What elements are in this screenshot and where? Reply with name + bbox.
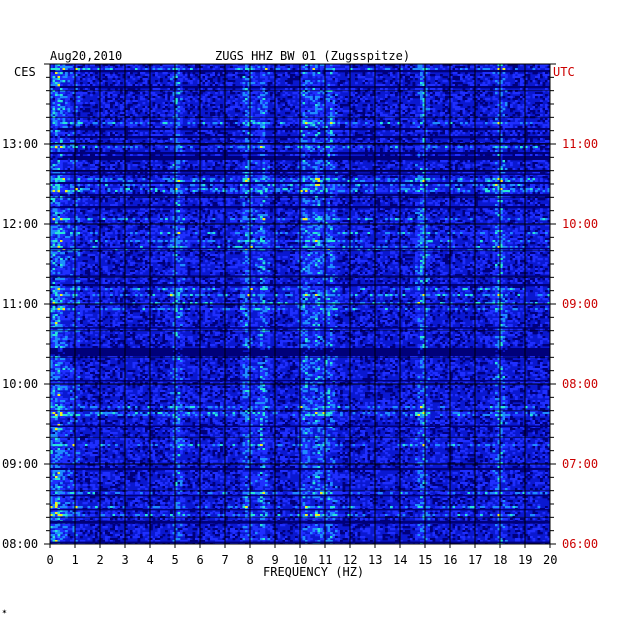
- x-tick-label: 6: [197, 554, 204, 566]
- x-tick-label: 4: [147, 554, 154, 566]
- left-time-tick-label: 08:00: [2, 538, 38, 550]
- x-tick-label: 3: [122, 554, 129, 566]
- right-time-tick-label: 10:00: [562, 218, 598, 230]
- x-tick-label: 10: [293, 554, 307, 566]
- x-tick-label: 11: [318, 554, 332, 566]
- left-time-tick-label: 12:00: [2, 218, 38, 230]
- left-time-tick-label: 11:00: [2, 298, 38, 310]
- right-timezone-label: UTC: [553, 66, 575, 78]
- right-time-tick-label: 11:00: [562, 138, 598, 150]
- x-tick-label: 7: [222, 554, 229, 566]
- x-tick-label: 14: [393, 554, 407, 566]
- left-timezone-label: CES: [14, 66, 36, 78]
- chart-title: ZUGS HHZ BW 01 (Zugsspitze): [215, 50, 410, 62]
- x-tick-label: 18: [493, 554, 507, 566]
- right-time-tick-label: 07:00: [562, 458, 598, 470]
- x-tick-label: 1: [72, 554, 79, 566]
- date-label: Aug20,2010: [50, 50, 122, 62]
- left-time-tick-label: 13:00: [2, 138, 38, 150]
- x-tick-label: 15: [418, 554, 432, 566]
- right-time-tick-label: 06:00: [562, 538, 598, 550]
- x-tick-label: 20: [543, 554, 557, 566]
- x-tick-label: 8: [247, 554, 254, 566]
- right-time-tick-label: 09:00: [562, 298, 598, 310]
- x-tick-label: 16: [443, 554, 457, 566]
- x-tick-label: 5: [172, 554, 179, 566]
- x-tick-label: 12: [343, 554, 357, 566]
- x-tick-label: 0: [47, 554, 54, 566]
- x-tick-label: 17: [468, 554, 482, 566]
- left-time-tick-label: 09:00: [2, 458, 38, 470]
- footer-mark: ✶: [2, 606, 7, 618]
- spectrogram-cells: [50, 64, 551, 545]
- x-tick-label: 13: [368, 554, 382, 566]
- right-time-tick-label: 08:00: [562, 378, 598, 390]
- plot-frame: [49, 63, 551, 545]
- x-axis-label: FREQUENCY (HZ): [263, 566, 364, 578]
- left-time-tick-label: 10:00: [2, 378, 38, 390]
- x-tick-label: 19: [518, 554, 532, 566]
- x-tick-label: 2: [97, 554, 104, 566]
- x-tick-label: 9: [272, 554, 279, 566]
